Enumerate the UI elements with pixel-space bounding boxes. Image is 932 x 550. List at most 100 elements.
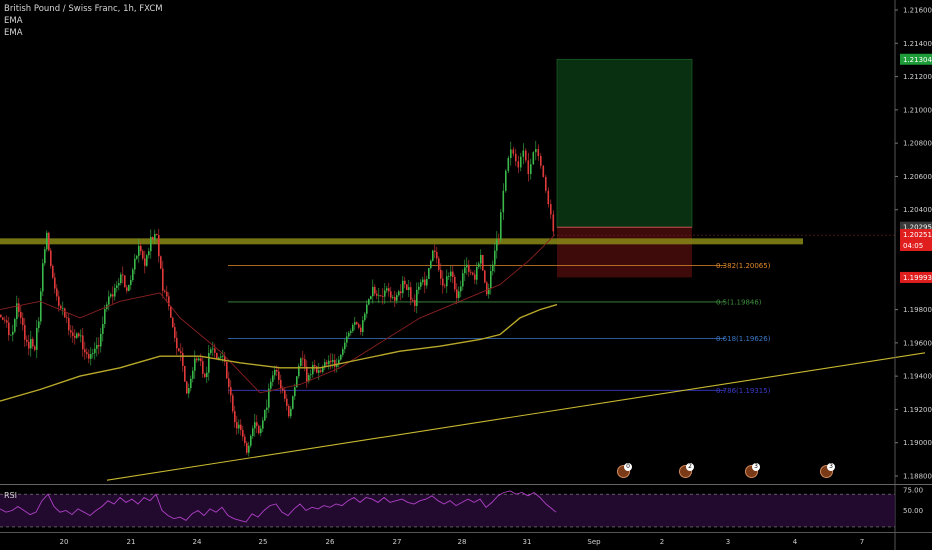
rsi-label[interactable]: RSI bbox=[4, 491, 17, 500]
candle-body bbox=[416, 289, 418, 306]
candle-body bbox=[517, 161, 520, 168]
y-tick-label: 1.21200 bbox=[903, 73, 932, 81]
x-tick-label: 31 bbox=[523, 538, 532, 546]
candle-body bbox=[64, 308, 66, 318]
candle-body bbox=[218, 357, 220, 360]
candle-body bbox=[282, 388, 284, 391]
x-tick-label: 28 bbox=[458, 538, 467, 546]
candle-body bbox=[410, 287, 412, 300]
price-tag: 1.20251 bbox=[900, 229, 932, 241]
candle-body bbox=[186, 381, 188, 394]
candle-body bbox=[78, 333, 80, 337]
candle-body bbox=[384, 290, 386, 297]
candle-body bbox=[4, 319, 6, 321]
event-badge-1: 0 bbox=[624, 463, 632, 471]
candle-body bbox=[522, 150, 525, 157]
candle-body bbox=[480, 255, 482, 264]
price-tag-bg bbox=[900, 271, 932, 283]
candle-body bbox=[54, 277, 56, 289]
event-icon-4[interactable]: 3 bbox=[820, 463, 835, 478]
candle-body bbox=[414, 300, 416, 306]
candle-body bbox=[38, 321, 40, 329]
candle-body bbox=[476, 266, 478, 280]
candle-body bbox=[390, 291, 392, 298]
candle-body bbox=[412, 299, 414, 301]
candle-body bbox=[545, 176, 547, 191]
candle-body bbox=[134, 258, 136, 270]
candle-body bbox=[120, 274, 122, 284]
candle-body bbox=[252, 428, 254, 436]
candle-body bbox=[434, 250, 436, 252]
y-tick-label: 1.20400 bbox=[903, 206, 932, 214]
candle-body bbox=[44, 249, 46, 264]
x-tick-label: 24 bbox=[193, 538, 202, 546]
candle-body bbox=[58, 296, 60, 306]
candle-body bbox=[286, 398, 288, 406]
candle-body bbox=[268, 388, 270, 408]
candle-body bbox=[324, 362, 326, 367]
candle-body bbox=[386, 288, 388, 291]
event-icon-1[interactable]: 0 bbox=[617, 463, 632, 478]
candle-body bbox=[24, 325, 26, 340]
target-zone bbox=[556, 58, 693, 228]
candle-body bbox=[462, 273, 464, 287]
candle-body bbox=[406, 284, 408, 290]
candle-body bbox=[62, 308, 64, 310]
ema-legend-1[interactable]: EMA bbox=[4, 16, 23, 26]
candle-body bbox=[322, 366, 324, 372]
candle-body bbox=[72, 332, 74, 336]
candle-body bbox=[14, 319, 16, 332]
candle-body bbox=[344, 342, 346, 350]
event-badge-3: 3 bbox=[752, 463, 760, 471]
candle-body bbox=[270, 381, 272, 389]
candle-body bbox=[388, 288, 390, 292]
candle-body bbox=[8, 322, 10, 336]
y-tick-label: 1.19000 bbox=[903, 439, 932, 447]
candle-body bbox=[22, 317, 24, 326]
candle-body bbox=[490, 271, 492, 289]
ema-legend-2[interactable]: EMA bbox=[4, 28, 23, 38]
candle-body bbox=[248, 445, 250, 453]
candle-body bbox=[224, 355, 226, 362]
candle-body bbox=[82, 335, 84, 350]
rsi-line bbox=[0, 490, 557, 523]
candle-body bbox=[204, 373, 206, 378]
stop-zone bbox=[557, 227, 692, 278]
event-icon-2[interactable]: 2 bbox=[679, 463, 694, 478]
candle-body bbox=[498, 239, 500, 241]
candle-body bbox=[112, 294, 114, 297]
price-tag: 04:05 bbox=[900, 240, 932, 252]
candle-body bbox=[432, 250, 434, 261]
candle-body bbox=[530, 164, 532, 175]
candle-body bbox=[256, 422, 258, 426]
candle-body bbox=[294, 387, 296, 397]
candle-body bbox=[284, 390, 286, 399]
candle-body bbox=[436, 251, 438, 259]
candle-body bbox=[16, 303, 18, 320]
candle-body bbox=[328, 360, 330, 365]
candle-body bbox=[250, 435, 252, 446]
candle-body bbox=[162, 268, 164, 291]
x-tick-label: 7 bbox=[860, 538, 864, 546]
event-icon-3[interactable]: 3 bbox=[745, 463, 760, 478]
candle-body bbox=[76, 333, 78, 338]
candle-body bbox=[228, 378, 230, 388]
candle-body bbox=[60, 305, 62, 309]
candle-body bbox=[402, 280, 404, 294]
candle-body bbox=[527, 160, 530, 175]
candle-body bbox=[398, 291, 400, 296]
candle-body bbox=[122, 274, 124, 276]
candle-body bbox=[510, 149, 512, 158]
candle-body bbox=[300, 358, 302, 366]
candle-body bbox=[540, 155, 542, 166]
candle-body bbox=[450, 271, 452, 277]
y-tick-label: 1.19600 bbox=[903, 339, 932, 347]
candle-body bbox=[474, 274, 476, 280]
candle-body bbox=[196, 358, 198, 361]
candle-body bbox=[100, 333, 102, 347]
candle-body bbox=[244, 436, 246, 444]
candle-body bbox=[104, 309, 106, 325]
price-tag-label: 1.20251 bbox=[903, 231, 932, 239]
